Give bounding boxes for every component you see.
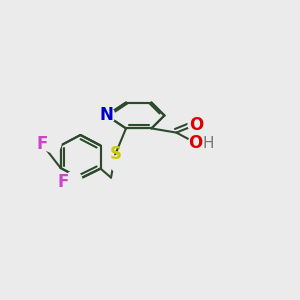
Circle shape [110,155,127,172]
Text: F: F [36,135,48,153]
Text: N: N [100,106,113,124]
Circle shape [188,135,205,152]
Text: O: O [189,116,204,134]
Text: F: F [57,173,69,191]
Circle shape [56,175,70,190]
Text: H: H [202,136,214,151]
Circle shape [197,124,214,140]
Circle shape [197,154,214,170]
Circle shape [44,136,61,152]
Circle shape [65,172,82,188]
Circle shape [34,136,50,152]
Circle shape [188,116,205,133]
Circle shape [98,107,115,124]
Text: S: S [110,145,122,163]
Text: O: O [188,134,202,152]
Circle shape [220,154,236,170]
